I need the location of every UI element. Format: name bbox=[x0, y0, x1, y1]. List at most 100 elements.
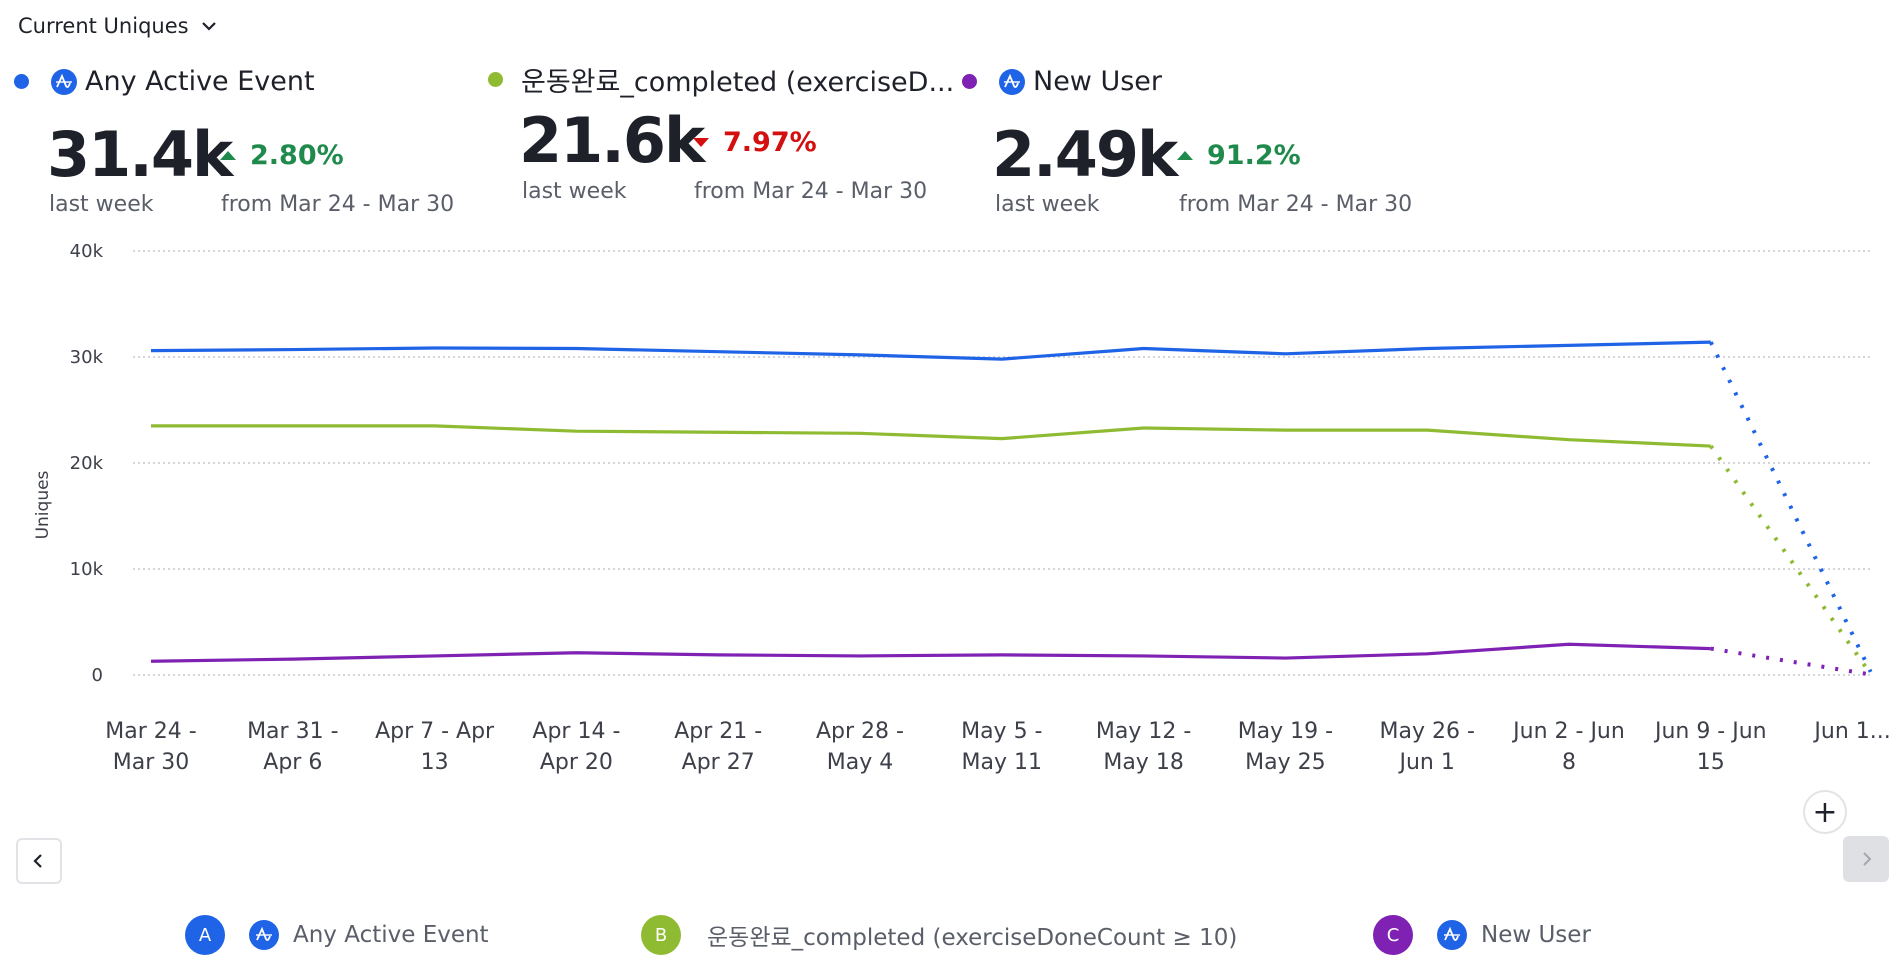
series-line-b[interactable] bbox=[145, 420, 1877, 680]
series-value-caption: last week bbox=[995, 192, 1100, 217]
series-badge: B bbox=[641, 915, 681, 955]
data-point[interactable] bbox=[570, 647, 582, 659]
arrow-up-icon bbox=[220, 151, 236, 160]
series-line-c[interactable] bbox=[145, 638, 1877, 680]
x-axis: Mar 24 -Mar 30 Mar 31 -Apr 6 Apr 7 - Apr 13… bbox=[105, 719, 1890, 775]
series-badge: C bbox=[1373, 915, 1413, 955]
data-point[interactable] bbox=[1138, 343, 1150, 355]
data-point[interactable] bbox=[145, 655, 157, 667]
series-delta: 91.2% bbox=[1177, 140, 1301, 171]
x-tick-label: Mar 31 -Apr 6 bbox=[247, 719, 338, 775]
series-name: 운동완료_completed (exerciseD... bbox=[521, 67, 955, 98]
x-tick-label: May 5 -May 11 bbox=[961, 719, 1042, 775]
data-point[interactable] bbox=[1138, 650, 1150, 662]
legend-item-b[interactable]: B 운동완료_completed (exerciseDoneCount ≥ 10… bbox=[641, 915, 1237, 955]
series-header-c[interactable]: New User bbox=[962, 66, 1162, 97]
y-tick-label: 30k bbox=[70, 347, 104, 368]
series-value-caption: last week bbox=[522, 179, 627, 204]
series-lines bbox=[145, 336, 1877, 680]
series-delta-value: 2.80% bbox=[250, 140, 344, 171]
arrow-up-icon bbox=[1177, 151, 1193, 160]
series-badge: A bbox=[185, 915, 225, 955]
data-point[interactable] bbox=[145, 420, 157, 432]
data-point[interactable] bbox=[1421, 424, 1433, 436]
series-value: 2.49k bbox=[992, 118, 1178, 191]
data-point[interactable] bbox=[1563, 434, 1575, 446]
data-point[interactable] bbox=[287, 344, 299, 356]
add-button[interactable]: + bbox=[1803, 790, 1847, 834]
series-value: 31.4k bbox=[47, 118, 233, 191]
data-point[interactable] bbox=[1705, 336, 1717, 348]
data-point[interactable] bbox=[1421, 648, 1433, 660]
series-delta: 7.97% bbox=[693, 127, 817, 158]
data-point[interactable] bbox=[1279, 348, 1291, 360]
data-point[interactable] bbox=[1279, 652, 1291, 664]
plus-icon: + bbox=[1812, 794, 1838, 830]
x-tick-label: May 19 -May 25 bbox=[1238, 719, 1333, 775]
data-point[interactable] bbox=[996, 649, 1008, 661]
data-point[interactable] bbox=[996, 433, 1008, 445]
legend-label: Any Active Event bbox=[293, 922, 489, 948]
data-point[interactable] bbox=[570, 425, 582, 437]
series-color-dot bbox=[962, 74, 977, 89]
data-point[interactable] bbox=[1563, 638, 1575, 650]
series-delta: 2.80% bbox=[220, 140, 344, 171]
data-point[interactable] bbox=[712, 426, 724, 438]
series-name: Any Active Event bbox=[85, 66, 315, 97]
data-point[interactable] bbox=[854, 650, 866, 662]
series-delta-caption: from Mar 24 - Mar 30 bbox=[694, 179, 928, 204]
data-point[interactable] bbox=[429, 420, 441, 432]
y-tick-label: 40k bbox=[70, 241, 104, 262]
data-point[interactable] bbox=[854, 349, 866, 361]
event-icon bbox=[249, 920, 279, 950]
scroll-right-button[interactable] bbox=[1843, 836, 1889, 882]
data-point[interactable] bbox=[429, 650, 441, 662]
y-tick-label: 10k bbox=[70, 559, 104, 580]
metric-selector[interactable]: Current Uniques bbox=[18, 14, 219, 38]
chevron-left-icon bbox=[33, 854, 42, 868]
series-delta-caption: from Mar 24 - Mar 30 bbox=[1179, 192, 1413, 217]
data-point[interactable] bbox=[287, 420, 299, 432]
data-point[interactable] bbox=[145, 345, 157, 357]
data-point[interactable] bbox=[429, 342, 441, 354]
data-point[interactable] bbox=[1563, 339, 1575, 351]
chevron-right-icon bbox=[1863, 852, 1872, 866]
series-value-caption: last week bbox=[49, 192, 154, 217]
y-axis-title: Uniques bbox=[33, 470, 53, 539]
x-tick-label: Mar 24 -Mar 30 bbox=[105, 719, 196, 775]
series-line-a[interactable] bbox=[145, 336, 1877, 678]
event-icon bbox=[51, 68, 77, 95]
series-header-b[interactable]: 운동완료_completed (exerciseD... bbox=[488, 60, 954, 99]
series-value: 21.6k bbox=[519, 104, 705, 177]
data-point[interactable] bbox=[1865, 668, 1877, 680]
data-point[interactable] bbox=[1421, 343, 1433, 355]
data-point[interactable] bbox=[712, 346, 724, 358]
data-point[interactable] bbox=[996, 353, 1008, 365]
data-point[interactable] bbox=[854, 427, 866, 439]
data-point[interactable] bbox=[287, 653, 299, 665]
series-name: New User bbox=[1033, 66, 1163, 97]
scroll-left-button[interactable] bbox=[16, 838, 62, 884]
legend-item-c[interactable]: C New User bbox=[1373, 915, 1591, 955]
series-line-solid bbox=[150, 340, 1711, 361]
chevron-down-icon bbox=[201, 22, 216, 31]
x-tick-label: Apr 14 -Apr 20 bbox=[532, 719, 620, 775]
data-point[interactable] bbox=[570, 343, 582, 355]
legend-label: 운동완료_completed (exerciseDoneCount ≥ 10) bbox=[707, 925, 1238, 951]
series-header-a[interactable]: Any Active Event bbox=[14, 66, 315, 97]
grid bbox=[133, 250, 1870, 676]
data-point[interactable] bbox=[1279, 424, 1291, 436]
series-line-incomplete bbox=[1710, 646, 1871, 677]
legend-item-a[interactable]: A Any Active Event bbox=[185, 915, 489, 955]
data-point[interactable] bbox=[1138, 422, 1150, 434]
x-tick-label: Jun 2 - Jun 8 bbox=[1511, 719, 1625, 775]
data-point[interactable] bbox=[712, 649, 724, 661]
data-point[interactable] bbox=[1705, 643, 1717, 655]
series-line-incomplete bbox=[1709, 444, 1873, 676]
series-color-dot bbox=[14, 74, 29, 89]
series-line-solid bbox=[150, 642, 1711, 663]
x-tick-label: Apr 7 - Apr 13 bbox=[375, 719, 495, 775]
arrow-down-icon bbox=[693, 138, 709, 147]
data-point[interactable] bbox=[1705, 440, 1717, 452]
